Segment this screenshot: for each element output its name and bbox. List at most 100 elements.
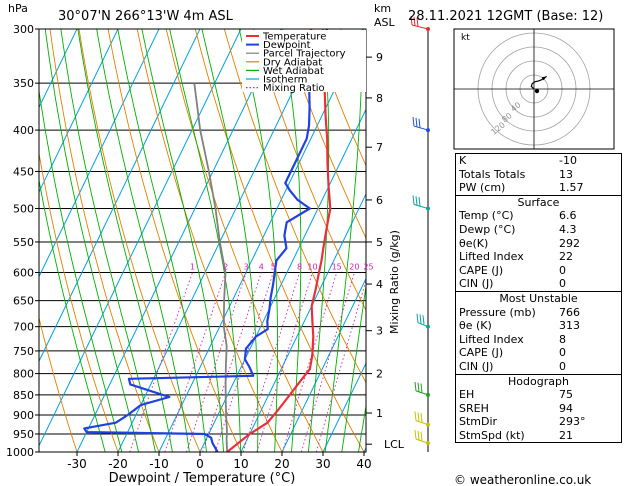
isotherm-line [39, 29, 201, 363]
pressure-tick-label: 550 [13, 236, 34, 249]
mixing-ratio-line [202, 272, 262, 452]
wet-adiabat-line [238, 29, 278, 452]
mixing-ratio-line [315, 279, 366, 452]
legend-entry: Isotherm [263, 75, 307, 86]
wet-adiabat-line [117, 29, 207, 452]
pressure-tick-label: 300 [13, 23, 34, 36]
mixing-ratio-label: 3 [244, 263, 249, 272]
dry-adiabat-line [282, 29, 366, 240]
isotherm-line [0, 5, 7, 469]
index-row: CIN (J) 0 [459, 359, 566, 373]
wind-barb-flag [415, 196, 418, 206]
isotherm-line [240, 192, 366, 452]
wind-barb-staff [415, 420, 429, 426]
wind-barb-flag [420, 383, 423, 393]
index-row: CAPE (J) 0 [459, 263, 566, 277]
legend-entry: Dry Adiabat [263, 57, 322, 68]
height-tick-label: 7 [376, 141, 383, 154]
dry-adiabat-line [252, 29, 366, 312]
mixing-ratio-label: 10 [307, 263, 317, 272]
height-tick-label: 9 [376, 51, 383, 64]
mixing-ratio-line [214, 272, 274, 452]
index-row: Dewp (°C) 4.3 [459, 222, 577, 236]
km-label: km [374, 2, 391, 15]
index-row: Lifted Index 8 [459, 332, 566, 346]
pressure-tick-label: 850 [13, 389, 34, 402]
temperature-tick-label: 0 [196, 457, 204, 471]
isotherm-line [39, 29, 160, 278]
index-row: CIN (J) 0 [459, 277, 566, 291]
wind-barb-flag [413, 16, 416, 26]
wet-adiabat-line [39, 177, 106, 452]
dry-adiabat-line [78, 29, 201, 452]
wind-barb-flag [416, 313, 419, 323]
wind-barb-flag [417, 382, 420, 392]
parcel-trajectory-line [193, 83, 228, 452]
isotherm-line [199, 108, 366, 452]
copyright: © weatheronline.co.uk [454, 473, 591, 486]
pressure-tick-label: 750 [13, 345, 34, 358]
mixing-ratio-label: 4 [259, 263, 264, 272]
wet-adiabat-line [39, 87, 123, 452]
dry-adiabat-line [49, 29, 160, 452]
temperature-line [226, 29, 332, 452]
wet-adiabat-line [60, 29, 156, 452]
temperature-tick-label: -30 [67, 457, 87, 471]
mixing-ratio-line [282, 272, 338, 452]
wet-adiabat-line [358, 403, 366, 452]
wind-barb-flag [412, 117, 415, 127]
hodograph-title: Hodograph [508, 374, 569, 388]
mixing-ratio-label: 15 [332, 263, 342, 272]
height-tick-label: 6 [376, 194, 383, 207]
wind-barb-flag [419, 314, 422, 324]
wet-adiabat-line [169, 29, 242, 452]
surface-table: Surface Temp (°C) 6.6 Dewp (°C) 4.3 θe(K) 2… [455, 194, 622, 292]
wet-adiabat-line [280, 29, 302, 452]
dewpoint-line [83, 29, 329, 452]
index-row: K -10 [459, 154, 577, 167]
wet-adiabat-line [44, 29, 140, 452]
height-tick-label: 3 [376, 325, 383, 338]
wind-barb-flag [414, 381, 417, 391]
mixing-ratio-label: 8 [297, 263, 302, 272]
isotherm-line [322, 362, 366, 452]
pressure-tick-label: 350 [13, 77, 34, 90]
index-row: Lifted Index 22 [459, 250, 573, 264]
legend-background [242, 30, 366, 92]
legend-entry: Parcel Trajectory [263, 49, 346, 60]
index-row: Totals Totals 13 [459, 167, 573, 181]
index-row: CAPE (J) 0 [459, 346, 566, 360]
index-row: Pressure (mb) 766 [459, 305, 580, 319]
asl-label: ASL [374, 16, 396, 29]
wind-barb-staff [413, 125, 429, 131]
mixing-ratio-line [300, 272, 355, 452]
wind-barb-flag [417, 430, 420, 440]
pressure-tick-label: 900 [13, 409, 34, 422]
temperature-tick-label: 10 [233, 457, 248, 471]
wind-barb-flag [418, 118, 421, 128]
pressure-tick-label: 950 [13, 428, 34, 441]
pressure-tick-label: 450 [13, 165, 34, 178]
x-axis-title: Dewpoint / Temperature (°C) [109, 471, 296, 486]
isotherm-line [39, 29, 242, 447]
wet-adiabat-line [341, 282, 366, 452]
pressure-tick-label: 1000 [6, 446, 34, 459]
wet-adiabat-line [201, 29, 259, 452]
wind-barb-staff [415, 438, 429, 444]
pressure-tick-label: 800 [13, 368, 34, 381]
wind-barb-flag [414, 411, 417, 421]
wet-adiabat-line [141, 29, 224, 452]
wind-barb-staff [415, 390, 429, 396]
wind-barb-flag [410, 15, 413, 26]
legend-entry: Wet Adiabat [263, 66, 324, 77]
index-row: SREH 94 [459, 401, 573, 415]
wet-adiabat-line [307, 29, 330, 452]
wind-barbs [410, 15, 430, 452]
temperature-tick-label: 20 [274, 457, 289, 471]
height-tick-label: 2 [376, 368, 383, 381]
wind-barb-flag [418, 197, 421, 207]
mixing-ratio-line [242, 272, 301, 452]
temperature-tick-label: 40 [356, 457, 371, 471]
hodograph-unit-label: kt [461, 33, 470, 43]
